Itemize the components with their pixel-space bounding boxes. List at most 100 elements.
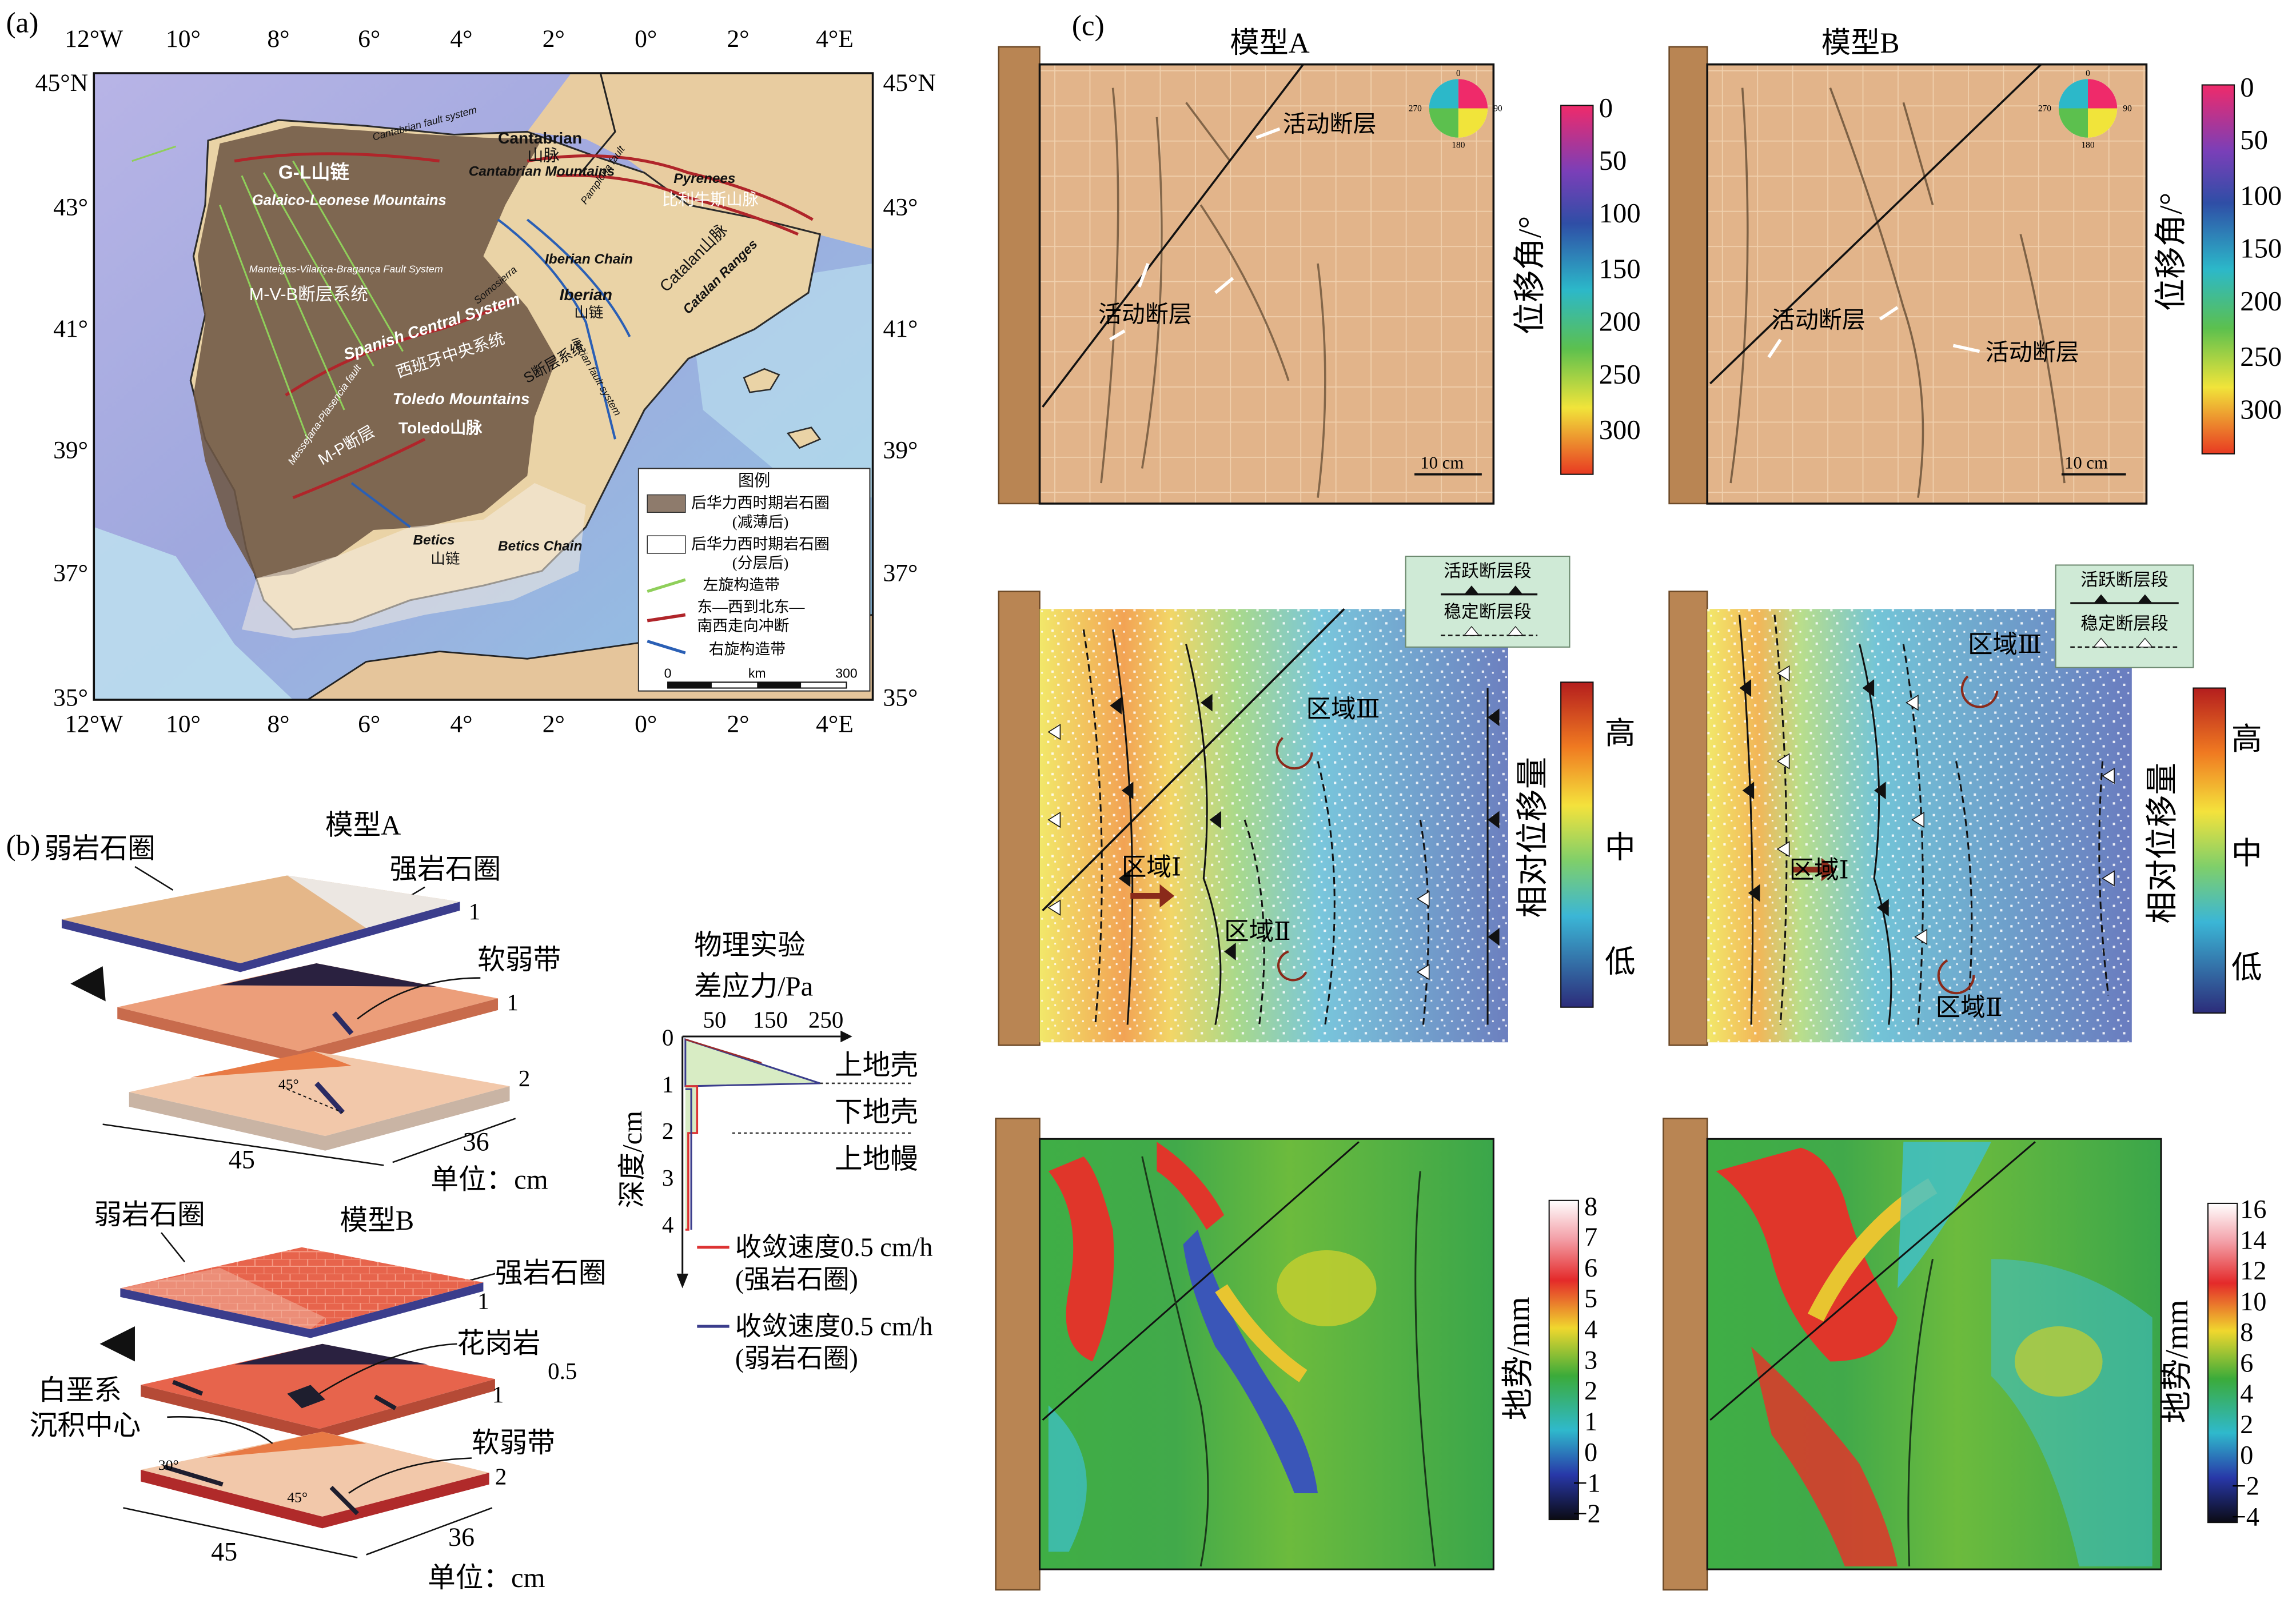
cretaceous-arrow: [167, 1416, 273, 1444]
svg-text:90: 90: [1493, 104, 1502, 114]
active-fault-b2: 活动断层: [1986, 339, 2079, 365]
model-a-layer1: 1: [469, 898, 480, 924]
rose-a: 0 90 180 270: [1409, 69, 1502, 150]
label-pyrenees: Pyrenees: [673, 171, 735, 186]
profile-legend-red-2: (强岩石圈): [735, 1265, 858, 1294]
model-a-mid-dark: [220, 963, 437, 987]
model-b-bottom-slab: [141, 1431, 489, 1517]
svg-text:10: 10: [2240, 1287, 2266, 1316]
model-b-weak-arrow: [161, 1232, 186, 1263]
zone3-b: 区域Ⅲ: [1968, 631, 2042, 659]
model-b-granite-label: 花岗岩: [457, 1328, 540, 1359]
active-fault-arrow-b2: [1952, 344, 1980, 353]
lon-ticks-bottom: 12°W 10° 8° 6° 4° 2° 0° 2° 4°E: [65, 710, 854, 737]
active-fault-a2: 活动断层: [1098, 301, 1192, 327]
model-b-bottom-orange: [205, 1431, 366, 1458]
cbar-relative-b-label: 相对位移量: [2145, 763, 2181, 924]
cbar-topo-b-label: 地势/mm: [2159, 1300, 2195, 1423]
svg-text:低: 低: [2231, 951, 2262, 985]
label-betics-chain: Betics Chain: [498, 539, 582, 554]
profile-legend-red-1: 收敛速度0.5 cm/h: [735, 1233, 933, 1262]
zone1-b: 区域Ⅰ: [1789, 856, 1849, 884]
profile-title-1: 物理实验: [694, 930, 806, 961]
svg-text:180: 180: [2081, 141, 2094, 150]
model-b-angle2: 45°: [287, 1489, 308, 1505]
svg-text:0: 0: [2240, 72, 2254, 103]
lat-right-0: 45°N: [883, 69, 936, 97]
lon-bot-5: 2°: [543, 710, 565, 737]
legend-swatch-thinned: [647, 494, 686, 513]
svg-text:100: 100: [1599, 198, 1641, 229]
svg-text:低: 低: [1605, 944, 1636, 979]
label-cantabrian-mtns: Cantabrian Mountains: [469, 164, 615, 179]
lon-top-7: 2°: [727, 25, 749, 53]
panel-c-label: (c): [1072, 9, 1105, 42]
zone1-arrow-a: [1130, 884, 1175, 908]
strength-profile: 物理实验 差应力/Pa 50 150 250 0 1 2 3 4 深度/cm 上…: [617, 930, 932, 1373]
lat-left-5: 35°: [53, 684, 88, 711]
svg-text:7: 7: [1584, 1222, 1597, 1251]
zone3-rotation-b: [1960, 675, 1999, 708]
map-lithosphere-layered: [241, 483, 586, 639]
lon-top-1: 10°: [166, 25, 201, 53]
legend-item5: 右旋构造带: [709, 641, 786, 658]
fault-legend-b-active: 活跃断层段: [2080, 570, 2169, 589]
lat-right-2: 41°: [883, 315, 918, 342]
profile-crust-fill: [684, 1038, 820, 1087]
model-b-dim-length: [123, 1507, 358, 1558]
svg-text:250: 250: [2240, 341, 2282, 372]
svg-text:−2: −2: [2231, 1472, 2259, 1501]
profile-ylabel: 深度/cm: [617, 1111, 648, 1208]
lon-top-5: 2°: [543, 25, 565, 53]
model-a-bottom-edge: [129, 1086, 510, 1151]
image-b2-stable-teeth: [1776, 665, 2115, 946]
model-b-stack: 模型B 弱岩石圈 强岩石圈 1 花岗岩 0.5 1: [30, 1199, 607, 1593]
panel-c: (c) 模型A 模型B 活动断层 活动断层: [995, 9, 2282, 1591]
cbar-displacement-a-label: 位移角/°: [1512, 216, 1548, 334]
model-b-top-edge: [120, 1282, 484, 1338]
cbar-topo-a: 8 7 6 5 4 3 2 1 0 −1 −2 地势/mm: [1501, 1191, 1601, 1528]
image-b3-diagonal: [1709, 1141, 2036, 1421]
svg-text:2: 2: [2240, 1410, 2253, 1439]
svg-text:50: 50: [1599, 145, 1627, 176]
granite-arrow: [318, 1343, 457, 1394]
lon-top-4: 4°: [450, 25, 472, 53]
lon-bot-0: 12°W: [65, 710, 123, 737]
fault-legend-a-active: 活跃断层段: [1444, 561, 1532, 581]
row-topo-b: [1663, 1118, 2162, 1591]
legend-item1-line2: (减薄后): [732, 513, 789, 531]
map-border: [577, 73, 616, 177]
model-a-length: 45: [229, 1145, 255, 1174]
piston-a3: [995, 1118, 1041, 1591]
lon-bot-3: 6°: [358, 710, 380, 737]
lon-bot-1: 10°: [166, 710, 201, 737]
legend-item2-line1: 后华力西时期岩石圈: [691, 535, 830, 552]
profile-xtick-1: 50: [703, 1007, 727, 1033]
legend-title: 图例: [738, 472, 770, 490]
lon-top-0: 12°W: [65, 25, 123, 53]
model-b-layer1: 1: [477, 1287, 489, 1314]
rose-b: 0 90 180 270: [2038, 69, 2132, 150]
profile-y-arrow: [676, 1273, 688, 1289]
sinistral-faults: [131, 145, 404, 440]
profile-ytick-3: 3: [662, 1165, 673, 1191]
label-betics-en: Betics: [413, 533, 455, 548]
svg-text:270: 270: [2038, 104, 2051, 114]
cbar-relative-b: 高 中 低 相对位移量: [2145, 687, 2262, 1014]
piston-b1: [1668, 46, 1708, 505]
lon-top-2: 8°: [267, 25, 289, 53]
model-b-soft-arrow: [348, 1457, 472, 1494]
legend-dextral-icon: [647, 640, 686, 655]
piston-b2: [1668, 591, 1708, 1046]
model-b-title: 模型B: [340, 1205, 414, 1236]
zone1-arrow-b: [1792, 858, 1836, 882]
weak-arrow: [134, 866, 174, 891]
label-gl-en: Galaico-Leonese Mountains: [252, 193, 447, 209]
label-cantabrian-cn: 山脉: [527, 147, 559, 165]
svg-text:270: 270: [1409, 104, 1422, 114]
svg-text:0: 0: [2240, 1441, 2253, 1470]
profile-lower-crust: 下地壳: [835, 1097, 918, 1128]
label-iberian: Iberian: [560, 286, 612, 304]
zone2-b: 区域Ⅱ: [1936, 994, 2003, 1022]
